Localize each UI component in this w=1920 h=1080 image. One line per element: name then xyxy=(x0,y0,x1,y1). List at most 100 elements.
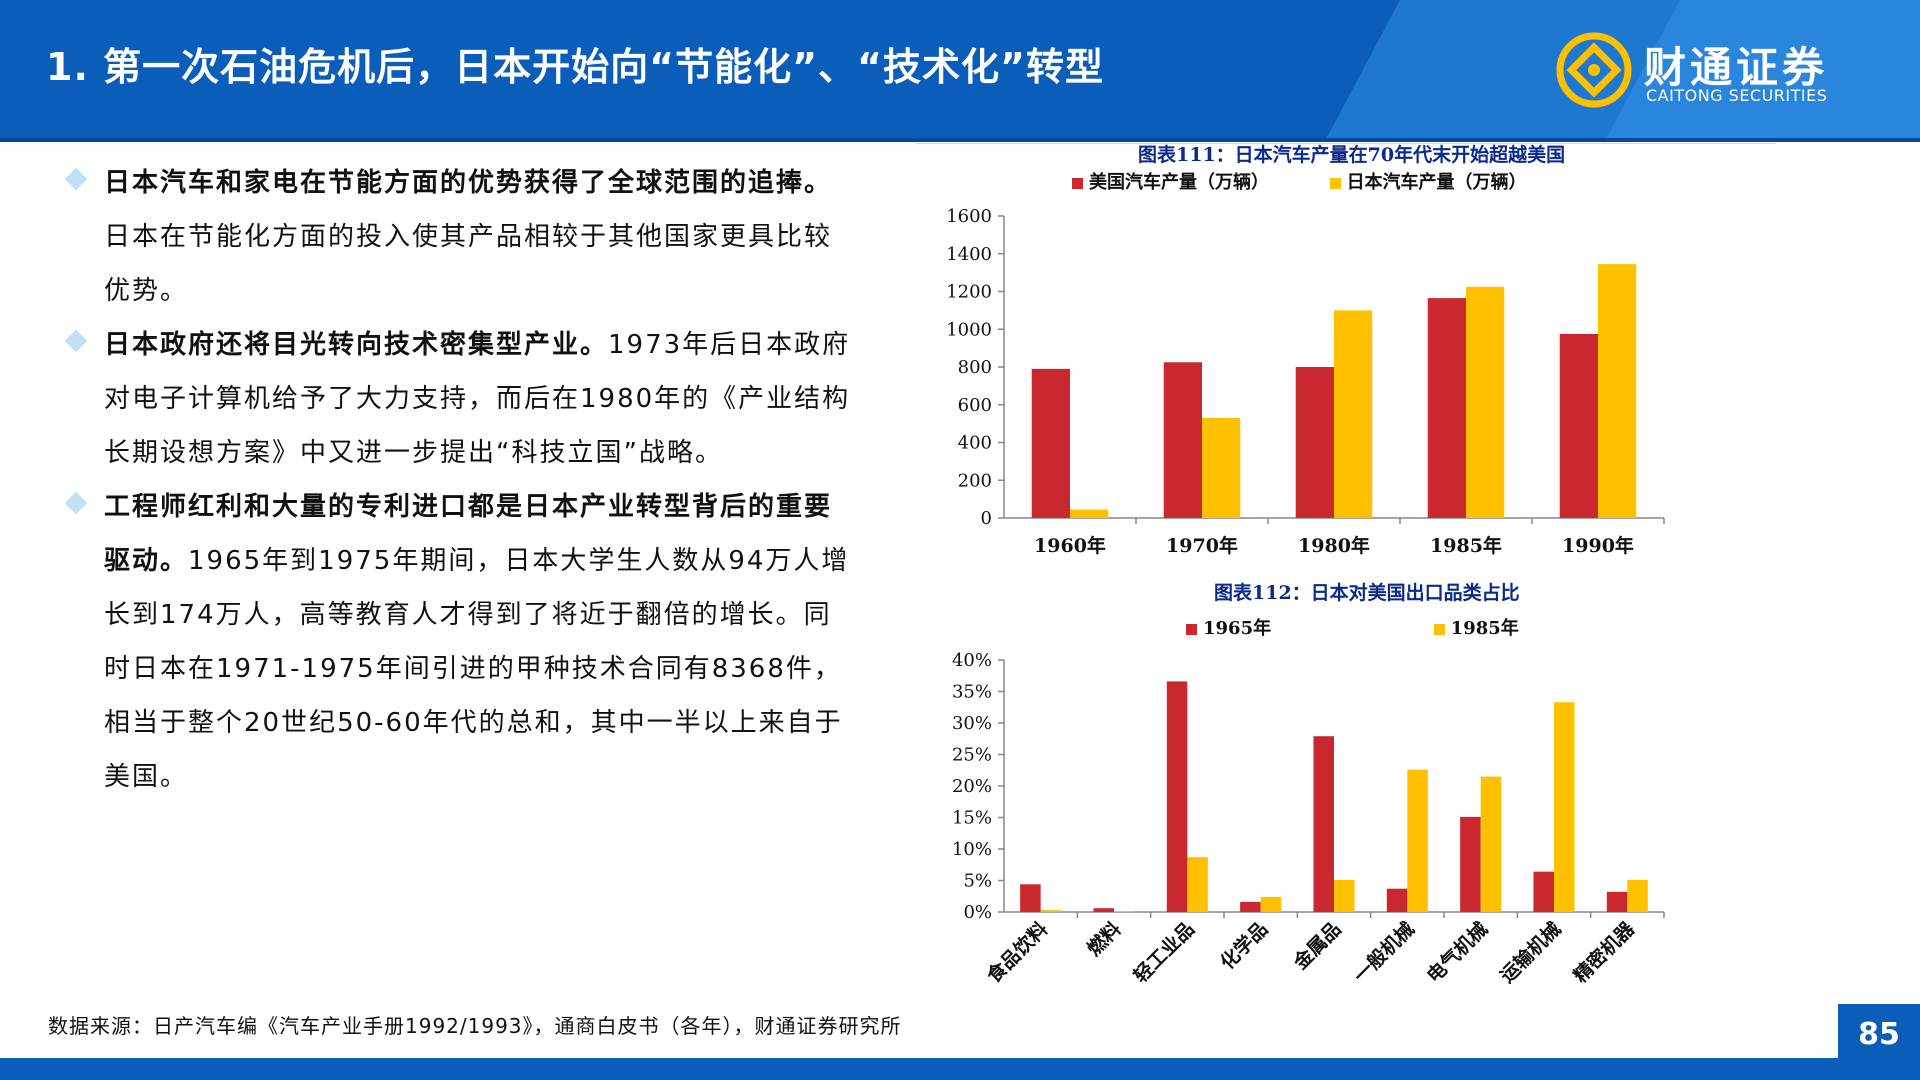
bullet-text: 日本汽车和家电在节能方面的优势获得了全球范围的追捧。日本在节能化方面的投入使其产… xyxy=(104,156,856,318)
bar-yellow xyxy=(1040,910,1062,912)
bullet-text: 工程师红利和大量的专利进口都是日本产业转型背后的重要驱动。1965年到1975年… xyxy=(104,480,856,804)
bullet-item: 工程师红利和大量的专利进口都是日本产业转型背后的重要驱动。1965年到1975年… xyxy=(64,480,856,804)
footer-bar xyxy=(0,1058,1920,1080)
bar-yellow xyxy=(1480,776,1502,912)
bar-yellow xyxy=(1407,769,1428,912)
bar-yellow xyxy=(1114,911,1135,912)
chart-111-legend: 美国汽车产量（万辆） 日本汽车产量（万辆） xyxy=(1072,168,1527,194)
y-tick-label: 1200 xyxy=(946,282,992,303)
logo-text-en: CAITONG SECURITIES xyxy=(1646,86,1828,105)
y-tick-label: 400 xyxy=(958,433,992,454)
x-category-label: 1985年 xyxy=(1430,534,1502,557)
bar-yellow xyxy=(1260,896,1282,912)
bar-yellow xyxy=(1202,417,1241,518)
y-tick-label: 30% xyxy=(952,713,992,734)
bar-red xyxy=(1606,891,1628,912)
bullet-text: 日本政府还将目光转向技术密集型产业。1973年后日本政府对电子计算机给予了大力支… xyxy=(104,318,856,480)
x-category-label: 运输机械 xyxy=(1496,917,1566,987)
x-category-label: 1990年 xyxy=(1562,534,1634,557)
bullet-bold-text: 工程师红利和大量的专利进口都是日本产业转型背后的重要驱动。 xyxy=(104,492,833,576)
logo-mark-icon xyxy=(1556,32,1632,108)
x-category-label: 化学品 xyxy=(1216,917,1273,974)
chart-112-legend: 1965年 1985年 xyxy=(1186,614,1519,640)
x-category-label: 轻工业品 xyxy=(1129,917,1199,987)
x-category-label: 精密机器 xyxy=(1569,917,1640,988)
diamond-bullet-icon xyxy=(64,167,88,191)
legend-item: 日本汽车产量（万辆） xyxy=(1329,172,1527,193)
y-tick-label: 0 xyxy=(981,508,992,529)
bullet-bold-text: 日本汽车和家电在节能方面的优势获得了全球范围的追捧。 xyxy=(104,168,833,198)
bar-red xyxy=(1313,736,1334,912)
y-tick-label: 0% xyxy=(963,902,992,923)
bar-red xyxy=(1020,884,1041,912)
legend-item: 美国汽车产量（万辆） xyxy=(1072,172,1269,193)
y-tick-label: 600 xyxy=(958,395,992,416)
bar-yellow xyxy=(1070,509,1109,518)
bullet-body-text: 日本在节能化方面的投入使其产品相较于其他国家更具比较优势。 xyxy=(104,222,833,306)
bar-red xyxy=(1533,871,1554,912)
y-tick-label: 1400 xyxy=(946,244,992,265)
bar-red xyxy=(1295,367,1334,518)
bullet-item: 日本政府还将目光转向技术密集型产业。1973年后日本政府对电子计算机给予了大力支… xyxy=(64,318,856,480)
page-number: 85 xyxy=(1838,1004,1920,1080)
y-tick-label: 800 xyxy=(958,357,992,378)
legend-item: 1965年 xyxy=(1186,618,1271,639)
x-category-label: 一般机械 xyxy=(1349,917,1419,987)
y-tick-label: 1000 xyxy=(946,319,992,340)
legend-swatch-yellow xyxy=(1433,623,1445,635)
logo-text-cn: 财通证券 xyxy=(1644,43,1829,92)
chart-111-plot: 0 200 400 600 800 1000 1200 1400 1600 1960年 1970年 1… xyxy=(946,206,1665,557)
legend-label: 1965年 xyxy=(1203,618,1272,639)
legend-swatch-red xyxy=(1186,623,1197,635)
bullet-item: 日本汽车和家电在节能方面的优势获得了全球范围的追捧。日本在节能化方面的投入使其产… xyxy=(64,156,856,318)
x-category-label: 金属品 xyxy=(1288,917,1345,974)
bullet-bold-text: 日本政府还将目光转向技术密集型产业。 xyxy=(104,330,609,360)
company-logo: 财通证券 CAITONG SECURITIES xyxy=(1552,30,1892,110)
bar-yellow xyxy=(1334,879,1355,912)
diamond-bullet-icon xyxy=(64,329,88,353)
chart-112-title: 图表112：日本对美国出口品类占比 xyxy=(1214,582,1520,604)
bar-yellow xyxy=(1187,857,1208,912)
legend-swatch-yellow xyxy=(1329,177,1341,189)
x-category-label: 1970年 xyxy=(1166,534,1238,557)
bar-yellow xyxy=(1554,702,1575,912)
y-tick-label: 25% xyxy=(952,745,992,766)
y-tick-label: 10% xyxy=(952,839,992,860)
header-banner: 1. 第一次石油危机后，日本开始向“节能化”、“技术化”转型 财通证券 CAIT… xyxy=(0,0,1920,142)
y-tick-label: 40% xyxy=(952,650,992,671)
bar-yellow xyxy=(1627,879,1648,912)
bar-red xyxy=(1031,368,1070,518)
y-tick-label: 15% xyxy=(952,808,992,829)
y-tick-label: 1600 xyxy=(946,206,992,227)
chart-111-title: 图表111：日本汽车产量在70年代末开始超越美国 xyxy=(1138,144,1566,166)
bar-red xyxy=(1559,333,1598,518)
bar-yellow xyxy=(1598,264,1637,518)
bar-red xyxy=(1240,901,1261,912)
y-tick-label: 200 xyxy=(958,470,992,491)
x-category-label: 电气机械 xyxy=(1422,917,1492,987)
bar-red xyxy=(1460,816,1481,912)
legend-swatch-red xyxy=(1072,177,1083,189)
bar-red xyxy=(1427,298,1466,518)
y-tick-label: 35% xyxy=(952,682,992,703)
bar-red xyxy=(1166,681,1188,912)
bullet-list: 日本汽车和家电在节能方面的优势获得了全球范围的追捧。日本在节能化方面的投入使其产… xyxy=(64,156,856,804)
y-tick-label: 20% xyxy=(952,776,992,797)
bar-red xyxy=(1163,362,1202,518)
bar-red xyxy=(1093,908,1114,912)
legend-label: 日本汽车产量（万辆） xyxy=(1346,172,1527,193)
diamond-bullet-icon xyxy=(64,491,88,515)
y-tick-label: 5% xyxy=(963,871,992,892)
header-divider xyxy=(0,138,1920,142)
bullet-body-text: 1973年后日本政府对电子计算机给予了大力支持，而后在1980年的《产业结构长期… xyxy=(104,330,851,468)
x-category-label: 燃料 xyxy=(1082,917,1125,960)
bullet-body-text: 1965年到1975年期间，日本大学生人数从94万人增长到174万人，高等教育人… xyxy=(104,546,850,792)
chart-112-plot: 0% 5% 10% 15% 20% 25% 30% 35% 40% 食品饮料 燃料 轻工业品 化学品 金属… xyxy=(952,650,1665,988)
legend-label: 1985年 xyxy=(1450,618,1519,639)
x-category-label: 1960年 xyxy=(1034,534,1106,557)
legend-label: 美国汽车产量（万辆） xyxy=(1089,172,1269,193)
x-category-label: 食品饮料 xyxy=(982,917,1052,987)
page-title: 1. 第一次石油危机后，日本开始向“节能化”、“技术化”转型 xyxy=(46,45,1105,89)
data-source-note: 数据来源：日产汽车编《汽车产业手册1992/1993》，通商白皮书（各年），财通… xyxy=(48,1014,902,1038)
legend-item: 1985年 xyxy=(1433,618,1519,639)
